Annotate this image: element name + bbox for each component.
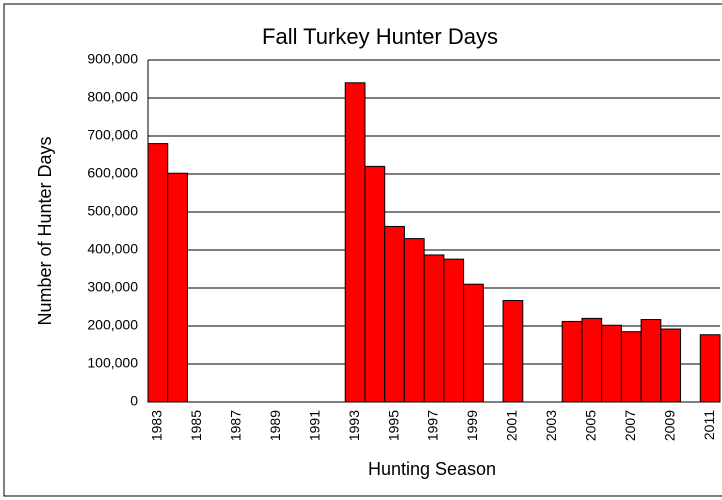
bar bbox=[502, 300, 524, 403]
y-tick-label: 900,000 bbox=[87, 51, 138, 67]
x-tick-label: 2007 bbox=[622, 410, 638, 441]
y-tick-label: 800,000 bbox=[87, 89, 138, 105]
y-tick-label: 100,000 bbox=[87, 355, 138, 371]
bar bbox=[699, 334, 721, 403]
x-tick-label: 1985 bbox=[188, 410, 204, 441]
x-tick-label: 2001 bbox=[504, 410, 520, 441]
x-tick-label: 2011 bbox=[701, 410, 717, 440]
y-tick-label: 300,000 bbox=[87, 279, 138, 295]
y-tick-label: 500,000 bbox=[87, 203, 138, 219]
bar bbox=[167, 172, 188, 403]
y-tick-label: 600,000 bbox=[87, 165, 138, 181]
x-tick-label: 1989 bbox=[267, 410, 283, 441]
bar bbox=[561, 320, 583, 403]
x-axis-title: Hunting Season bbox=[368, 459, 496, 479]
bar bbox=[443, 258, 465, 403]
bar bbox=[463, 283, 484, 403]
x-tick-label: 1993 bbox=[346, 410, 362, 441]
bar bbox=[620, 331, 642, 403]
x-tick-label: 1987 bbox=[227, 410, 243, 441]
y-tick-label: 200,000 bbox=[87, 317, 138, 333]
bar bbox=[147, 143, 169, 403]
bar bbox=[660, 328, 682, 403]
bar bbox=[403, 238, 425, 403]
y-tick-label: 400,000 bbox=[87, 241, 138, 257]
bar bbox=[344, 82, 366, 403]
bar bbox=[601, 324, 622, 403]
x-tick-label: 1991 bbox=[306, 410, 322, 441]
x-tick-label: 2003 bbox=[543, 410, 559, 441]
x-tick-label: 1999 bbox=[464, 410, 480, 441]
x-tick-label: 2005 bbox=[582, 410, 598, 441]
bar bbox=[384, 225, 405, 403]
y-axis-title: Number of Hunter Days bbox=[35, 136, 55, 325]
y-tick-label: 700,000 bbox=[87, 127, 138, 143]
bar bbox=[364, 165, 386, 403]
bar bbox=[581, 317, 603, 403]
bar bbox=[640, 319, 662, 403]
chart-title: Fall Turkey Hunter Days bbox=[262, 24, 498, 49]
x-tick-label: 1983 bbox=[149, 410, 165, 441]
x-tick-label: 1995 bbox=[385, 410, 401, 441]
x-tick-label: 2009 bbox=[661, 410, 677, 441]
x-tick-label: 1997 bbox=[425, 410, 441, 441]
y-tick-label: 0 bbox=[130, 393, 138, 409]
bar bbox=[423, 254, 445, 403]
